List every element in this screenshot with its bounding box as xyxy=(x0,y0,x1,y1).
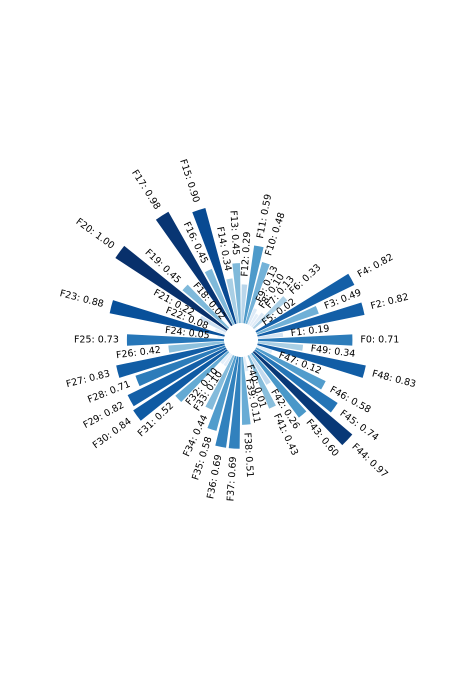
label-f36: F36: 0.69 xyxy=(205,454,224,500)
bar-f29 xyxy=(127,347,227,407)
label-f4: F4: 0.82 xyxy=(356,252,395,280)
bar-f30 xyxy=(133,349,228,421)
bar-f43 xyxy=(251,352,307,418)
bar-f1 xyxy=(257,332,284,339)
bar-f36 xyxy=(215,356,239,448)
bar-f10 xyxy=(245,261,270,325)
bar-f8 xyxy=(249,313,259,327)
label-f17: F17: 0.98 xyxy=(129,168,162,212)
label-f27: F27: 0.83 xyxy=(65,368,111,390)
bar-f35 xyxy=(207,355,237,431)
bar-f15 xyxy=(192,208,237,325)
label-f37: F37: 0.69 xyxy=(225,456,239,502)
bar-f20 xyxy=(115,245,228,331)
bar-f47 xyxy=(256,345,273,354)
bar-f25 xyxy=(126,334,225,346)
bars-layer xyxy=(109,208,366,449)
bar-f34 xyxy=(205,355,235,410)
label-f1: F1: 0.19 xyxy=(290,323,330,339)
bar-f5 xyxy=(254,327,258,331)
bar-f3 xyxy=(256,305,319,335)
label-f48: F48: 0.83 xyxy=(371,368,417,390)
bar-f9 xyxy=(247,308,258,325)
label-f12: F12: 0.29 xyxy=(240,231,254,277)
bar-f11 xyxy=(243,245,264,324)
bar-f32 xyxy=(220,352,231,365)
bar-f17 xyxy=(155,211,233,327)
bar-f4 xyxy=(255,273,355,333)
bar-f42 xyxy=(249,353,271,385)
bar-f21 xyxy=(199,315,227,333)
label-f25: F25: 0.73 xyxy=(74,335,119,346)
bar-f13 xyxy=(232,263,241,324)
bar-f6 xyxy=(252,296,288,329)
bar-f49 xyxy=(257,341,304,351)
bar-f40 xyxy=(245,355,248,358)
bar-f14 xyxy=(226,278,239,324)
bar-f12 xyxy=(241,284,248,324)
bar-f16 xyxy=(204,268,235,325)
bar-f28 xyxy=(135,345,226,387)
bar-f18 xyxy=(227,324,231,328)
bar-f31 xyxy=(175,351,230,403)
label-f2: F2: 0.82 xyxy=(369,292,409,312)
bar-f48 xyxy=(257,343,366,378)
bar-f44 xyxy=(252,351,353,446)
bar-f24 xyxy=(217,335,225,339)
bar-f39 xyxy=(243,356,249,372)
bar-f7 xyxy=(251,312,265,328)
bar-f19 xyxy=(182,284,230,329)
label-f0: F0: 0.71 xyxy=(360,335,399,346)
bar-f41 xyxy=(247,355,276,409)
bar-f45 xyxy=(254,349,338,413)
bar-f2 xyxy=(257,302,365,337)
bar-f46 xyxy=(255,347,326,390)
bar-f26 xyxy=(168,341,225,353)
label-f15: F15: 0.90 xyxy=(177,158,201,204)
label-f46: F46: 0.58 xyxy=(328,384,373,415)
bar-f27 xyxy=(116,343,225,378)
bar-f37 xyxy=(228,356,241,449)
label-f44: F44: 0.97 xyxy=(350,441,390,480)
bar-f0 xyxy=(257,334,353,346)
bar-f38 xyxy=(241,356,251,425)
bar-f22 xyxy=(214,328,226,335)
bar-f33 xyxy=(223,353,233,367)
bar-f23 xyxy=(109,300,225,337)
label-f13: F13: 0.45 xyxy=(227,210,241,256)
label-f23: F23: 0.88 xyxy=(59,288,105,310)
label-f20: F20: 1.00 xyxy=(74,216,117,251)
label-f38: F38: 0.51 xyxy=(241,432,255,478)
